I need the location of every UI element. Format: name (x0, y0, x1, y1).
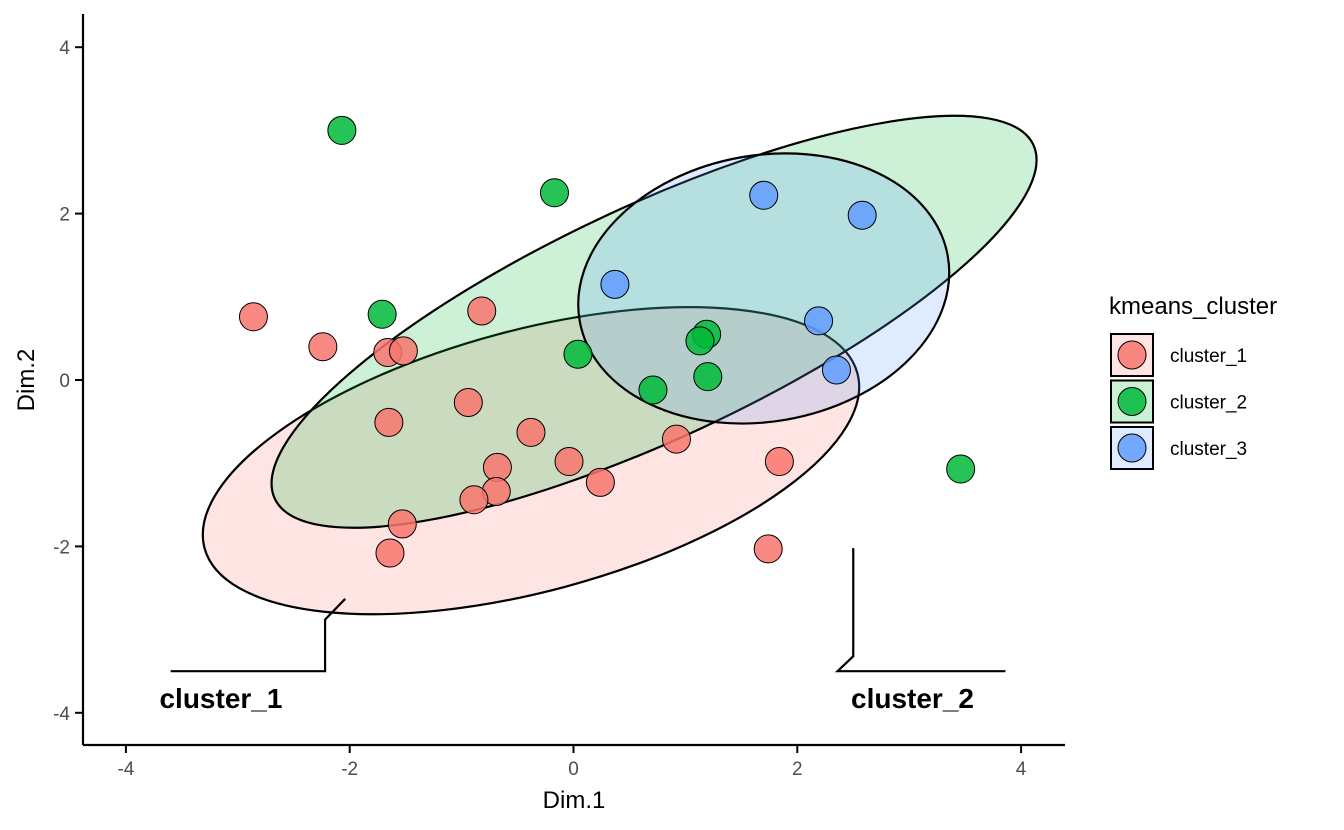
cluster-ellipses (201, 114, 1038, 616)
legend-label-cluster_1: cluster_1 (1170, 346, 1247, 367)
point-cluster_3-2 (847, 200, 877, 230)
ellipse-cluster_2 (270, 114, 1038, 529)
point-cluster_1-1 (238, 302, 268, 332)
point-cluster_1-6 (374, 407, 404, 437)
cluster-annotations: cluster_1 cluster_2 (159, 548, 1006, 714)
x-tick-label--2: -2 (341, 759, 358, 780)
point-cluster_2-7 (685, 326, 715, 356)
annotation-label-cluster_1: cluster_1 (159, 683, 282, 714)
point-cluster_1-4 (388, 336, 418, 366)
legend-label-cluster_3: cluster_3 (1170, 439, 1247, 460)
ellipse-cluster_1 (201, 306, 861, 616)
legend-item-cluster_2: cluster_2 (1110, 379, 1247, 424)
point-cluster_1-15 (375, 538, 405, 568)
point-cluster_1-8 (516, 417, 546, 447)
point-cluster_1-13 (585, 467, 615, 497)
point-cluster_1-18 (753, 534, 783, 564)
legend-marker-cluster_1 (1117, 340, 1147, 370)
point-cluster_2-2 (539, 178, 569, 208)
x-tick-label-4: 4 (1016, 759, 1027, 780)
legend-marker-cluster_3 (1117, 433, 1147, 463)
point-cluster_2-5 (638, 375, 668, 405)
point-cluster_2-3 (367, 299, 397, 329)
point-cluster_1-2 (308, 332, 338, 362)
point-cluster_1-16 (661, 424, 691, 454)
point-cluster_1-5 (467, 296, 497, 326)
point-cluster_3-4 (804, 306, 834, 336)
x-tick-label-0: 0 (568, 759, 579, 780)
point-cluster_1-12 (554, 447, 584, 477)
point-cluster_3-3 (600, 269, 630, 299)
y-axis: -4 -2 0 2 4 Dim.2 (13, 14, 85, 745)
point-cluster_2-8 (693, 362, 723, 392)
legend-item-cluster_3: cluster_3 (1110, 426, 1247, 470)
point-cluster_2-4 (563, 339, 593, 369)
point-cluster_3-1 (749, 180, 779, 210)
legend-title: kmeans_cluster (1109, 293, 1277, 320)
legend: kmeans_cluster cluster_1 cluster_2cluster… (1109, 293, 1277, 470)
point-cluster_1-7 (453, 387, 483, 417)
x-axis: -4 -2 0 2 4 Dim.1 (83, 743, 1065, 814)
point-cluster_3-5 (821, 355, 851, 385)
legend-label-cluster_2: cluster_2 (1170, 393, 1247, 414)
point-cluster_1-17 (764, 447, 794, 477)
x-axis-title: Dim.1 (543, 787, 606, 814)
y-tick-label--2: -2 (53, 537, 70, 558)
point-cluster_1-14 (387, 509, 417, 539)
legend-item-cluster_1: cluster_1 (1110, 333, 1247, 377)
x-tick-label--4: -4 (117, 759, 134, 780)
y-axis-title: Dim.2 (13, 349, 40, 412)
y-tick-label-0: 0 (59, 371, 70, 392)
annotation-label-cluster_2: cluster_2 (851, 683, 974, 714)
point-cluster_2-1 (327, 115, 357, 145)
annotation-line-cluster_2 (834, 548, 1006, 673)
y-tick-label--4: -4 (53, 704, 70, 725)
y-tick-label-2: 2 (59, 205, 70, 226)
x-tick-label-2: 2 (792, 759, 803, 780)
annotation-line-cluster_1 (170, 598, 347, 673)
y-tick-label-4: 4 (59, 38, 70, 59)
data-points (238, 115, 976, 568)
point-cluster_1-11 (459, 485, 489, 515)
point-cluster_2-9 (946, 454, 976, 484)
legend-marker-cluster_2 (1117, 387, 1147, 416)
